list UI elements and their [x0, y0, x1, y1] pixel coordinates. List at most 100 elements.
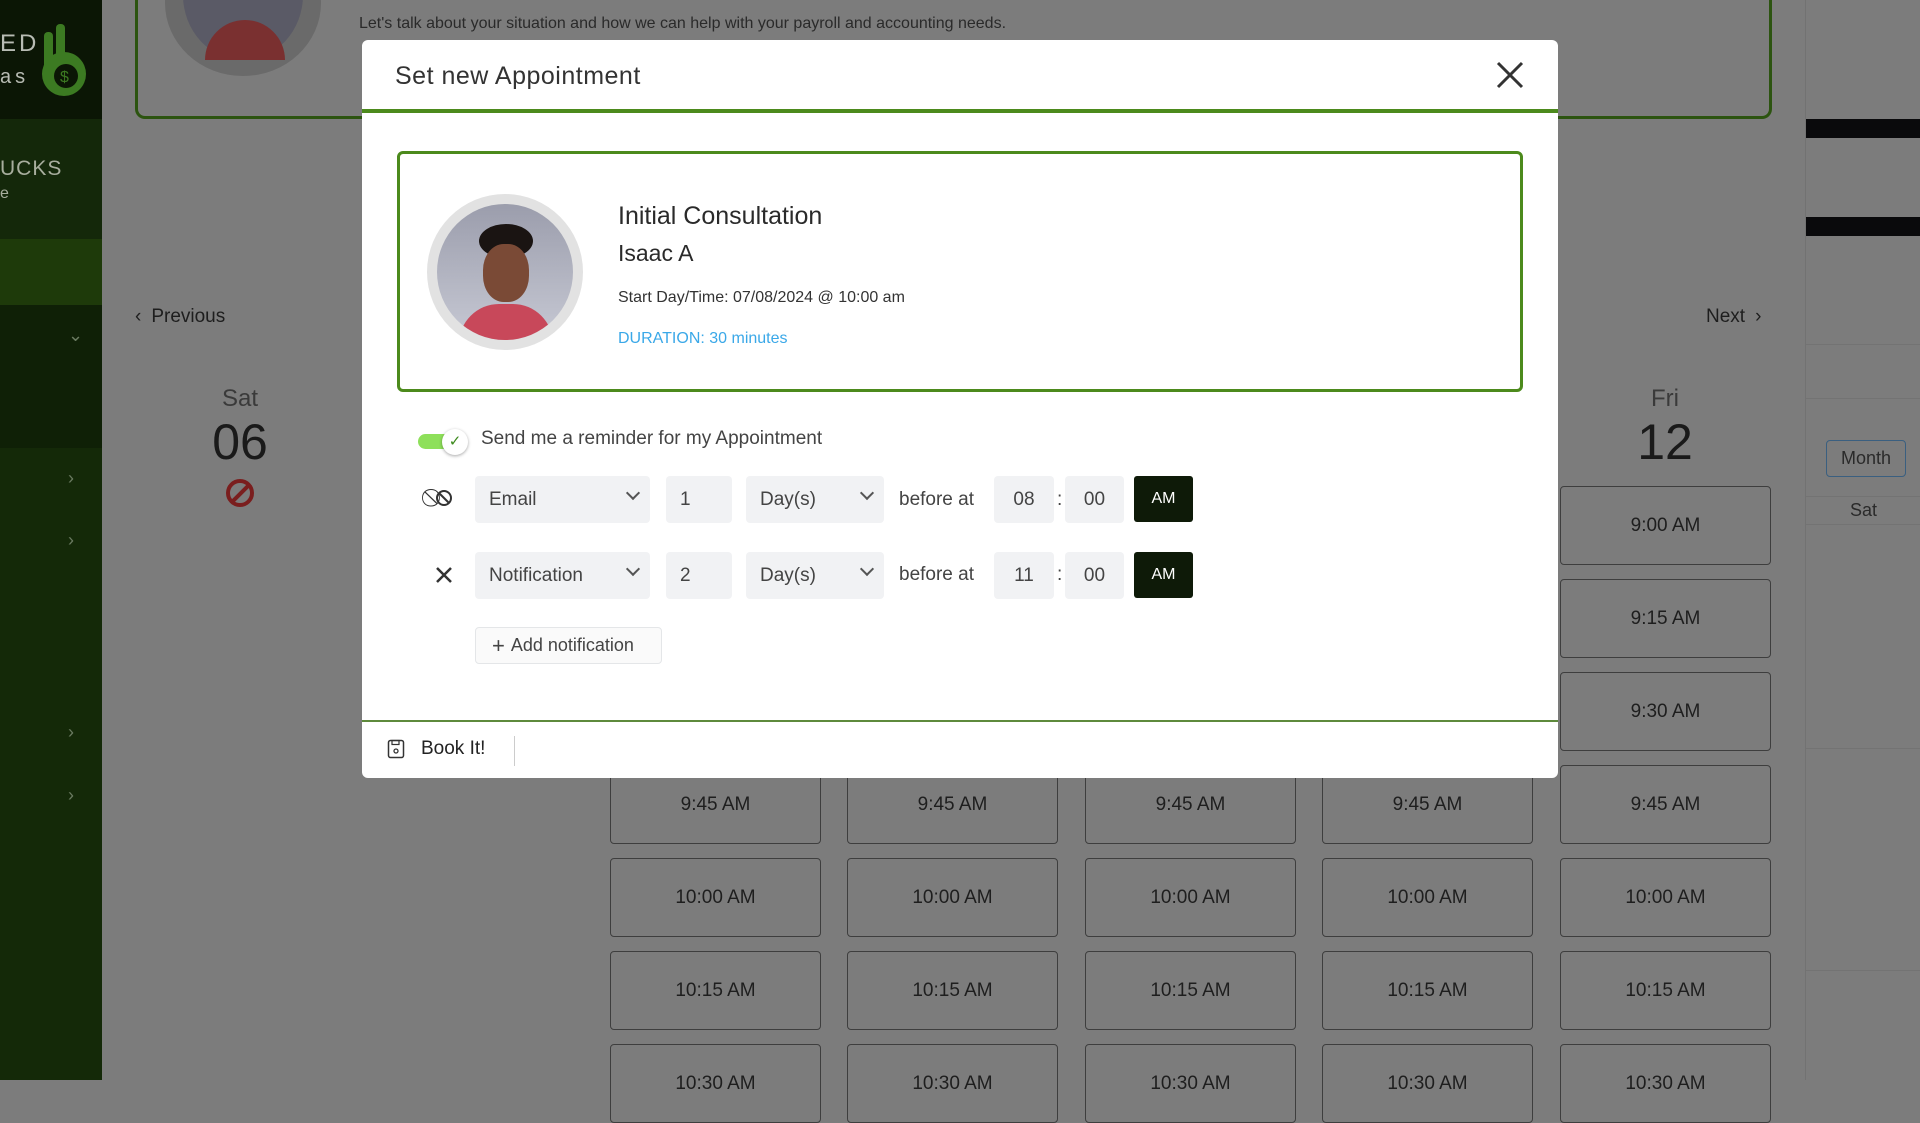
time-separator: :: [1057, 564, 1063, 585]
chevron-right-icon[interactable]: ›: [68, 530, 74, 550]
remove-reminder-icon[interactable]: [435, 566, 453, 584]
hour-value: 08: [1013, 488, 1035, 510]
reminder-hour-input[interactable]: 08: [994, 476, 1054, 523]
day-name: Fri: [1651, 385, 1679, 412]
section-title: UCKS: [0, 157, 63, 180]
day-header-sat: Sat 06: [180, 385, 300, 507]
advisor-card: Let's talk about your situation and how …: [135, 0, 1772, 119]
time-slot[interactable]: 10:00 AM: [847, 858, 1058, 937]
reminder-minute-input[interactable]: 00: [1065, 552, 1124, 599]
reminder-amount-input[interactable]: 2: [666, 552, 732, 599]
day-name: Sat: [221, 385, 259, 412]
save-icon: [387, 739, 405, 759]
chevron-down-icon: ⌄: [68, 325, 84, 345]
footer-divider: [514, 736, 515, 766]
check-icon: ✓: [442, 429, 468, 455]
reminder-toggle[interactable]: ✓: [418, 429, 472, 455]
time-slot[interactable]: 10:30 AM: [1560, 1044, 1771, 1123]
time-slot[interactable]: 9:00 AM: [1560, 486, 1771, 565]
time-slot[interactable]: 10:15 AM: [1085, 951, 1296, 1030]
time-slot[interactable]: 10:30 AM: [1085, 1044, 1296, 1123]
chevron-right-icon[interactable]: ›: [68, 722, 74, 742]
day-date: 06: [212, 414, 268, 470]
minute-value: 00: [1083, 488, 1106, 510]
time-slot[interactable]: 9:15 AM: [1560, 579, 1771, 658]
day-header-fri: Fri 12: [1605, 385, 1725, 471]
hour-value: 11: [1014, 564, 1034, 586]
time-slot[interactable]: 10:15 AM: [1322, 951, 1533, 1030]
time-slot[interactable]: 10:00 AM: [610, 858, 821, 937]
add-notification-label: Add notification: [510, 635, 634, 655]
time-slot[interactable]: 10:15 AM: [847, 951, 1058, 1030]
next-button[interactable]: Next ›: [1706, 306, 1761, 328]
reminder-unit-select[interactable]: Day(s): [746, 552, 884, 599]
advisor-message: Let's talk about your situation and how …: [359, 15, 1007, 32]
time-slot[interactable]: 10:00 AM: [1085, 858, 1296, 937]
time-slot[interactable]: 10:15 AM: [1560, 951, 1771, 1030]
unit-value: Day(s): [760, 488, 816, 510]
time-separator: :: [1057, 489, 1063, 510]
time-slot[interactable]: 10:30 AM: [1322, 1044, 1533, 1123]
chevron-right-icon: ›: [1755, 306, 1762, 327]
channel-value: Notification: [489, 564, 583, 586]
reminder-toggle-label: Send me a reminder for my Appointment: [481, 428, 823, 449]
appointment-title: Initial Consultation: [618, 202, 823, 230]
reminder-hour-input[interactable]: 11: [994, 552, 1054, 599]
time-slot[interactable]: 10:15 AM: [610, 951, 821, 1030]
time-slot[interactable]: 10:30 AM: [847, 1044, 1058, 1123]
reminder-channel-select[interactable]: Email: [475, 476, 650, 523]
appointment-summary-card: Initial Consultation Isaac A Start Day/T…: [397, 151, 1523, 392]
chevron-down-icon: [625, 561, 641, 577]
am-pm-toggle[interactable]: AM: [1134, 476, 1193, 522]
brand-logo: ED as $: [0, 0, 102, 119]
modal-header: Set new Appointment: [362, 40, 1558, 113]
chevron-right-icon[interactable]: ›: [68, 785, 74, 805]
close-icon[interactable]: [1496, 61, 1524, 89]
next-label: Next: [1706, 306, 1746, 327]
ban-icon[interactable]: [435, 489, 453, 507]
reminder-amount-input[interactable]: 1: [666, 476, 732, 523]
time-slot[interactable]: 9:30 AM: [1560, 672, 1771, 751]
chevron-left-icon: ‹: [135, 306, 142, 327]
am-pm-toggle[interactable]: AM: [1134, 552, 1193, 598]
book-it-button[interactable]: Book It!: [387, 738, 485, 760]
before-at-label: before at: [899, 489, 974, 510]
appointment-modal: Set new Appointment Initial Consultation…: [362, 40, 1558, 778]
modal-footer: Book It!: [362, 720, 1558, 766]
unit-value: Day(s): [760, 564, 816, 586]
chevron-down-icon: [625, 485, 641, 501]
sidebar-section: UCKS e: [0, 119, 102, 239]
time-slot[interactable]: 10:00 AM: [1560, 858, 1771, 937]
month-view-button[interactable]: Month: [1826, 440, 1906, 477]
unavailable-icon: [226, 479, 254, 507]
channel-value: Email: [489, 488, 537, 510]
chevron-down-icon: [859, 561, 875, 577]
modal-title: Set new Appointment: [395, 62, 641, 90]
section-subtitle: e: [0, 185, 9, 202]
time-slot[interactable]: 9:45 AM: [1560, 765, 1771, 844]
reminder-unit-select[interactable]: Day(s): [746, 476, 884, 523]
sidebar-item-active[interactable]: [0, 239, 102, 305]
sidebar-item-expanded[interactable]: ⌄: [0, 305, 102, 448]
advisor-name: Isaac A: [618, 240, 694, 266]
time-slot[interactable]: 10:30 AM: [610, 1044, 821, 1123]
previous-button[interactable]: ‹ Previous: [135, 306, 225, 328]
add-notification-button[interactable]: + Add notification: [475, 627, 662, 664]
chevron-right-icon[interactable]: ›: [68, 468, 74, 488]
advisor-avatar: [165, 0, 321, 76]
sidebar: ED as $ UCKS e ⌄ › › › ›: [0, 0, 102, 1080]
reminder-channel-select[interactable]: Notification: [475, 552, 650, 599]
duration: DURATION: 30 minutes: [618, 330, 788, 347]
amount-value: 1: [680, 488, 691, 510]
advisor-avatar: [427, 194, 583, 350]
brand-text: ED: [0, 30, 40, 57]
brand-text-2: as: [0, 66, 30, 88]
money-hand-icon: $: [42, 24, 86, 96]
plus-icon: +: [492, 632, 505, 658]
svg-text:$: $: [60, 69, 69, 86]
previous-label: Previous: [151, 306, 226, 327]
time-slot[interactable]: 10:00 AM: [1322, 858, 1533, 937]
before-at-label: before at: [899, 564, 974, 585]
right-panel: Month Sat: [1805, 0, 1920, 1080]
reminder-minute-input[interactable]: 00: [1065, 476, 1124, 523]
